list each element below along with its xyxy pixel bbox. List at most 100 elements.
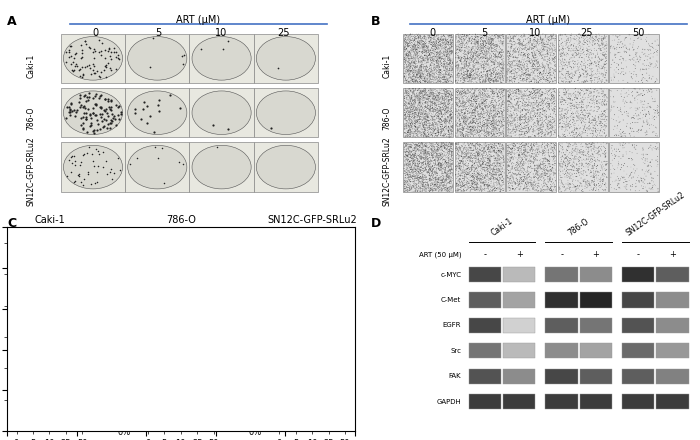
- Point: [440, 143, 452, 150]
- Point: [408, 156, 419, 163]
- Point: [482, 104, 493, 111]
- Point: [444, 118, 455, 125]
- Point: [526, 140, 537, 147]
- Point: [517, 113, 528, 120]
- Point: [592, 66, 603, 73]
- Point: [537, 111, 548, 118]
- Point: [535, 174, 546, 181]
- Point: [482, 91, 493, 98]
- Point: [600, 42, 611, 49]
- Point: [614, 140, 625, 147]
- Point: [507, 147, 518, 154]
- Point: [484, 120, 496, 127]
- Point: [472, 186, 483, 193]
- Point: [476, 48, 487, 55]
- Point: [422, 125, 433, 132]
- Point: [425, 71, 436, 78]
- Point: [521, 69, 532, 76]
- Point: [481, 47, 492, 54]
- Point: [429, 73, 440, 80]
- Point: [412, 133, 423, 140]
- Point: [536, 48, 547, 55]
- Point: [517, 173, 528, 180]
- Point: [435, 119, 446, 126]
- Point: [416, 37, 427, 44]
- Point: [423, 92, 434, 99]
- Point: [545, 183, 557, 190]
- Point: [486, 162, 497, 169]
- Point: [516, 128, 527, 135]
- Point: [410, 64, 421, 71]
- Point: [401, 62, 412, 69]
- Point: [462, 71, 473, 78]
- Point: [412, 92, 423, 99]
- Point: [439, 187, 450, 194]
- Point: [586, 75, 597, 82]
- Point: [430, 123, 441, 130]
- Point: [473, 72, 484, 79]
- Point: [496, 54, 507, 61]
- Point: [536, 95, 547, 102]
- Point: [516, 116, 527, 123]
- Point: [480, 142, 491, 149]
- Point: [400, 57, 412, 64]
- Point: [508, 88, 519, 95]
- Point: [403, 85, 414, 92]
- Point: [456, 150, 468, 158]
- Point: [511, 74, 522, 81]
- Point: [402, 78, 414, 85]
- Point: [616, 109, 627, 116]
- Point: [415, 128, 426, 135]
- Point: [435, 94, 447, 101]
- Point: [576, 107, 587, 114]
- Point: [458, 69, 469, 76]
- Point: [419, 128, 430, 135]
- Point: [538, 183, 549, 190]
- Point: [407, 101, 419, 108]
- Point: [471, 33, 482, 40]
- Point: [435, 147, 446, 154]
- Point: [557, 50, 568, 57]
- Point: [522, 172, 533, 179]
- Point: [452, 173, 463, 180]
- Point: [469, 50, 480, 57]
- Point: [402, 113, 413, 120]
- Point: [540, 77, 551, 84]
- Point: [410, 46, 421, 53]
- Point: [573, 178, 584, 185]
- Point: [441, 151, 452, 158]
- Point: [463, 129, 475, 136]
- Point: [494, 172, 505, 179]
- Point: [522, 54, 533, 61]
- Point: [478, 150, 489, 157]
- Point: [467, 119, 478, 126]
- Point: [583, 113, 594, 120]
- Point: [410, 162, 421, 169]
- Point: [541, 170, 552, 177]
- Point: [410, 140, 421, 147]
- Point: [439, 145, 450, 152]
- Point: [520, 107, 531, 114]
- Point: [423, 130, 434, 137]
- Point: [414, 32, 426, 39]
- Point: [486, 101, 498, 108]
- Point: [460, 55, 471, 62]
- Point: [542, 183, 553, 190]
- Point: [533, 118, 544, 125]
- Point: [503, 31, 514, 38]
- Point: [563, 142, 574, 149]
- Point: [480, 92, 491, 99]
- Point: [437, 170, 448, 177]
- Point: [459, 57, 470, 64]
- Point: [490, 106, 501, 113]
- Point: [76, 63, 88, 70]
- Point: [589, 58, 601, 65]
- Point: [562, 177, 573, 184]
- Point: [446, 48, 457, 55]
- Point: [564, 155, 575, 162]
- Point: [436, 93, 447, 100]
- Point: [419, 77, 430, 84]
- Point: [474, 151, 485, 158]
- Point: [470, 107, 482, 114]
- Point: [466, 154, 477, 161]
